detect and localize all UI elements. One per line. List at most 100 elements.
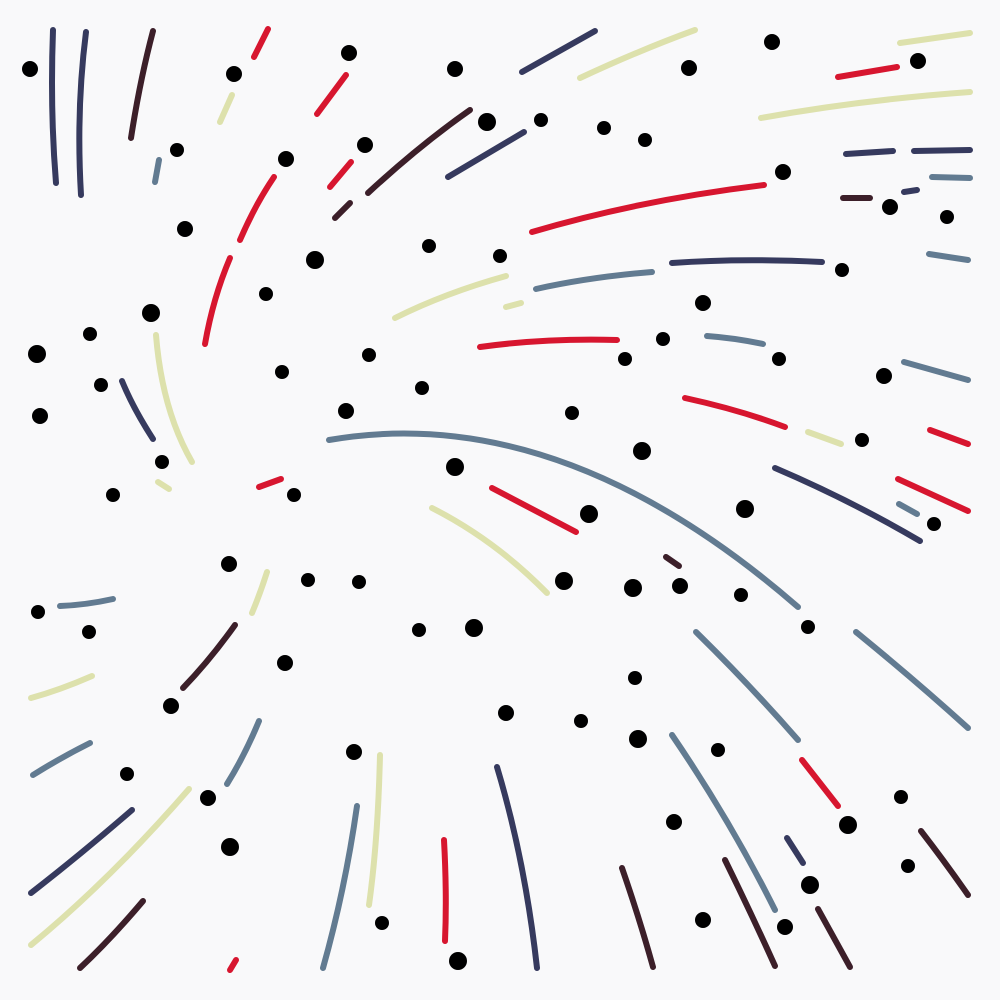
slate-stroke [152, 157, 162, 185]
black-dot [362, 348, 376, 362]
black-dot [465, 619, 483, 637]
black-dot [200, 790, 216, 806]
red-stroke [835, 64, 900, 80]
slate-stroke [533, 269, 655, 292]
maroon-stroke [722, 857, 778, 969]
black-dot [287, 488, 301, 502]
navy-stroke [843, 148, 896, 157]
slate-stroke [929, 174, 973, 181]
slate-stroke [30, 740, 93, 778]
black-dot [163, 698, 179, 714]
black-dot [357, 137, 373, 153]
red-stroke [327, 159, 354, 190]
dot-layer [22, 34, 954, 970]
olive-stroke [28, 673, 95, 701]
maroon-stroke [663, 554, 682, 569]
black-dot [352, 575, 366, 589]
black-dot [155, 455, 169, 469]
black-dot [301, 573, 315, 587]
olive-stroke [366, 752, 383, 908]
black-dot [226, 66, 242, 82]
black-dot [801, 876, 819, 894]
black-dot [901, 859, 915, 873]
black-dot [277, 655, 293, 671]
navy-stroke [76, 29, 89, 198]
black-dot [275, 365, 289, 379]
navy-stroke [119, 378, 156, 442]
black-dot [940, 210, 954, 224]
olive-stroke [577, 27, 698, 81]
maroon-stroke [77, 898, 146, 971]
black-dot [341, 45, 357, 61]
black-dot [422, 239, 436, 253]
black-dot [446, 458, 464, 476]
slate-stroke [926, 251, 971, 263]
red-stroke [529, 182, 767, 235]
black-dot [801, 620, 815, 634]
black-dot [882, 199, 898, 215]
olive-stroke [429, 505, 550, 596]
black-dot [876, 368, 892, 384]
black-dot [565, 406, 579, 420]
red-stroke [927, 427, 971, 447]
black-dot [894, 790, 908, 804]
slate-stroke [320, 803, 360, 971]
navy-stroke [901, 187, 920, 195]
red-stroke [256, 476, 284, 490]
maroon-stroke [619, 865, 656, 970]
black-dot [534, 113, 548, 127]
red-stroke [799, 757, 841, 809]
maroon-stroke [918, 828, 971, 898]
black-dot [927, 517, 941, 531]
black-dot [31, 605, 45, 619]
black-dot [142, 304, 160, 322]
black-dot [666, 814, 682, 830]
black-dot [83, 327, 97, 341]
black-dot [711, 743, 725, 757]
black-dot [120, 767, 134, 781]
olive-stroke [392, 273, 509, 321]
black-dot [498, 705, 514, 721]
black-dot [32, 408, 48, 424]
black-dot [306, 251, 324, 269]
black-dot [695, 912, 711, 928]
black-dot [736, 500, 754, 518]
red-stroke [441, 837, 449, 944]
red-stroke [477, 336, 620, 350]
olive-stroke [249, 569, 270, 616]
maroon-stroke [365, 107, 473, 196]
stroke-layer [28, 26, 973, 973]
black-dot [338, 403, 354, 419]
black-dot [574, 714, 588, 728]
black-dot [28, 345, 46, 363]
olive-stroke [758, 89, 973, 121]
black-dot [177, 221, 193, 237]
black-dot [835, 263, 849, 277]
black-dot [259, 287, 273, 301]
slate-stroke [896, 501, 920, 517]
maroon-stroke [180, 622, 238, 691]
olive-stroke [28, 786, 192, 948]
maroon-stroke [332, 200, 353, 221]
black-dot [106, 488, 120, 502]
black-dot [681, 60, 697, 76]
maroon-stroke [128, 28, 156, 141]
olive-stroke [503, 300, 524, 310]
red-stroke [251, 26, 271, 60]
navy-stroke [49, 27, 59, 186]
black-dot [775, 164, 791, 180]
black-dot [764, 34, 780, 50]
olive-stroke [897, 30, 973, 46]
navy-stroke [669, 257, 825, 266]
slate-stroke [669, 732, 778, 913]
slate-stroke [693, 629, 801, 743]
olive-stroke [805, 429, 844, 447]
black-dot [734, 588, 748, 602]
black-dot [633, 442, 651, 460]
black-dot [415, 381, 429, 395]
navy-stroke [911, 147, 973, 154]
black-dot [638, 133, 652, 147]
black-dot [478, 113, 496, 131]
slate-stroke [901, 359, 971, 383]
